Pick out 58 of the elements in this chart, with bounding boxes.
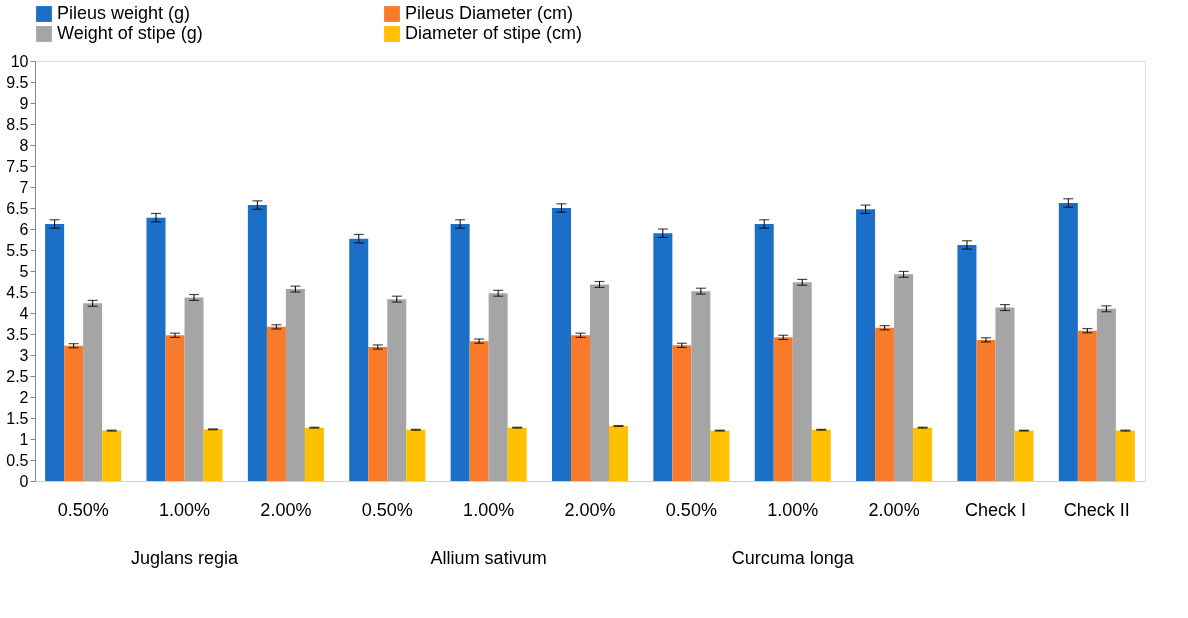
x-tick-label: 2.00% (260, 499, 312, 520)
bar (1014, 430, 1034, 481)
y-tick-label: 3.5 (6, 325, 29, 343)
legend-label: Weight of stipe (g) (57, 23, 203, 43)
bar (875, 327, 895, 481)
text: Allium sativum (430, 548, 547, 568)
bar (811, 429, 831, 481)
y-tick-label: 9 (19, 94, 29, 112)
y-tick-label: 5.5 (6, 241, 29, 259)
y-tick-label: 3 (19, 346, 29, 364)
x-tick-label: Check I (964, 499, 1026, 520)
y-tick-label: 1 (19, 430, 29, 448)
bar (653, 233, 673, 481)
bar (1115, 430, 1135, 481)
bar (551, 208, 571, 481)
x-tick-label: 0.50% (361, 499, 413, 520)
y-tick-label: 0 (19, 472, 29, 490)
bar (856, 209, 876, 481)
x-tick-label: 0.50% (57, 499, 109, 520)
bar (913, 427, 933, 481)
legend-label: Pileus weight (g) (57, 3, 191, 23)
bar (64, 345, 84, 481)
y-tick-label: 0.5 (6, 451, 29, 469)
legend-label: Pileus Diameter (cm) (405, 3, 574, 23)
y-tick-label: 8 (19, 136, 29, 154)
y-tick-label: 10 (10, 52, 29, 70)
y-tick-label: 8.5 (6, 115, 29, 133)
bar (102, 430, 122, 481)
x-tick-label: 2.00% (868, 499, 920, 520)
x-tick-label: Check II (1063, 499, 1130, 520)
y-tick-label: 5 (19, 262, 29, 280)
y-tick-label: 6.5 (6, 199, 29, 217)
y-tick-label: 1.5 (6, 409, 29, 427)
y-tick-label: 4 (19, 304, 29, 322)
bar (304, 427, 324, 481)
x-tick-label: 1.00% (767, 499, 819, 520)
y-tick-label: 6 (19, 220, 29, 238)
bar (247, 205, 267, 481)
y-tick-label: 9.5 (6, 73, 29, 91)
x-tick-label: 0.50% (665, 499, 717, 520)
bar (976, 339, 996, 481)
y-tick-label: 4.5 (6, 283, 29, 301)
y-tick-label: 7 (19, 178, 29, 196)
legend-label: Diameter of stipe (cm) (405, 23, 583, 43)
bar (203, 429, 223, 481)
x-tick-label: 1.00% (159, 499, 211, 520)
y-tick-label: 7.5 (6, 157, 29, 175)
bar (710, 430, 730, 481)
text: Curcuma longa (731, 548, 855, 568)
y-tick-label: 2.5 (6, 367, 29, 385)
bar (609, 425, 629, 481)
text: Juglans regia (130, 548, 240, 568)
bar (406, 429, 426, 481)
x-tick-label: 2.00% (564, 499, 616, 520)
x-tick-label: 1.00% (463, 499, 515, 520)
y-tick-label: 2 (19, 388, 29, 406)
bar (507, 427, 527, 481)
bar (266, 326, 286, 481)
